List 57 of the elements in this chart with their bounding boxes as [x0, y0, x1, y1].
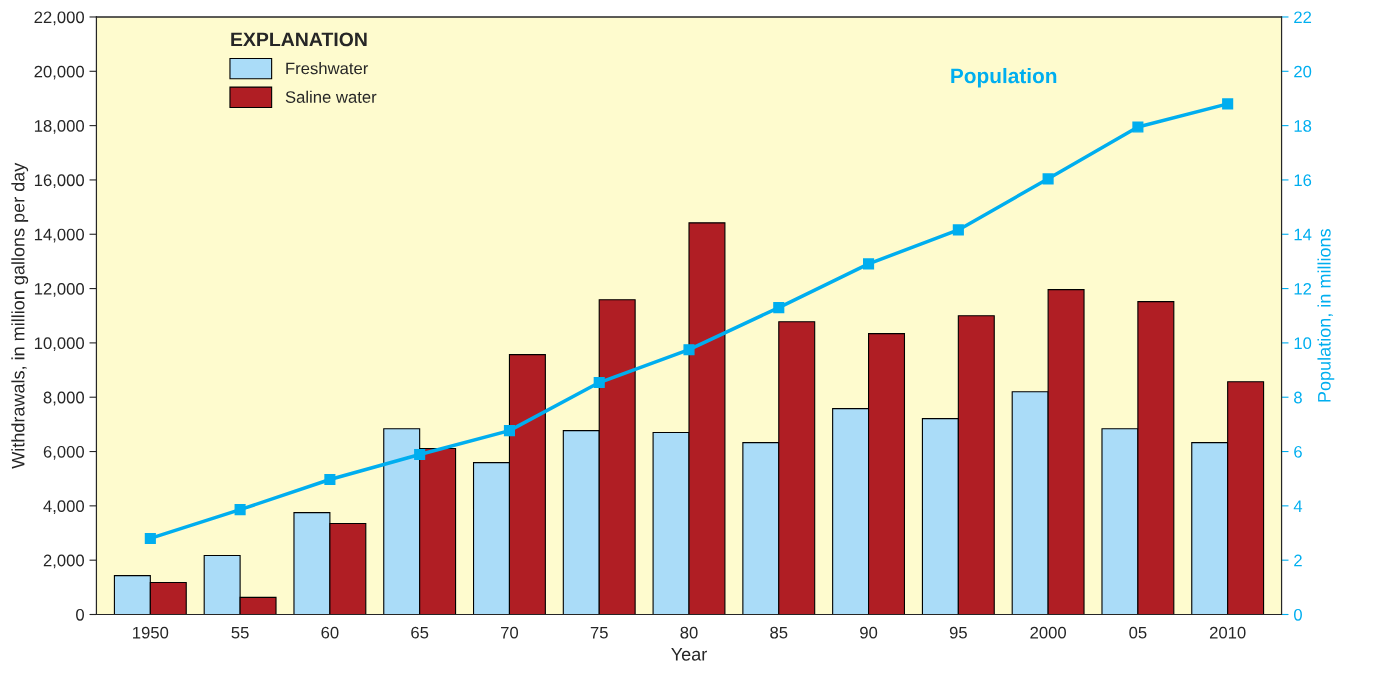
- x-tick-label: 60: [321, 626, 339, 639]
- y-tick-label: 16,000: [34, 174, 85, 189]
- x-tick-label: 55: [231, 626, 249, 639]
- point: [144, 532, 156, 545]
- y-tick-label: 18,000: [34, 120, 85, 134]
- y-tick-label: 2,000: [43, 554, 85, 569]
- x-tick-label: 95: [949, 626, 967, 639]
- y2-tick-label: 22: [1294, 11, 1312, 24]
- text: Population: [951, 67, 1057, 88]
- x-tick-label: 90: [860, 626, 878, 639]
- y-tick-label: 12,000: [34, 282, 85, 297]
- point: [593, 376, 605, 389]
- x-tick-label: 05: [1129, 626, 1147, 639]
- y2-tick-label: 8: [1294, 391, 1302, 404]
- y-axis-title: Withdrawals, in million gallons per day: [11, 162, 29, 469]
- y2-tick-label: 16: [1294, 174, 1312, 187]
- point: [863, 258, 875, 270]
- x-axis-title: Year: [671, 648, 707, 661]
- point: [1132, 121, 1144, 133]
- point: [773, 302, 785, 314]
- y-tick-label: 14,000: [34, 228, 85, 243]
- y-tick-label: 22,000: [34, 11, 85, 26]
- y-tick-label: 10,000: [34, 337, 85, 352]
- x-tick-label: 2000: [1030, 626, 1066, 639]
- y2-tick-label: 10: [1294, 337, 1312, 350]
- legend-label: Freshwater: [286, 62, 369, 75]
- y-tick-label: 8,000: [43, 391, 85, 406]
- point: [414, 448, 426, 461]
- x-tick-label: 75: [590, 626, 608, 639]
- y2-tick-label: 18: [1294, 120, 1312, 132]
- legend-title: EXPLANATION: [231, 32, 367, 47]
- y2-tick-label: 0: [1294, 608, 1302, 621]
- y-tick-label: 20,000: [34, 65, 85, 80]
- x-tick-label: 80: [680, 626, 698, 639]
- y2-tick-label: 2: [1294, 554, 1302, 567]
- point: [503, 425, 515, 437]
- point: [324, 473, 336, 486]
- x-tick-label: 1950: [133, 626, 169, 639]
- y2-tick-label: 20: [1294, 65, 1312, 78]
- point: [952, 224, 964, 236]
- x-tick-label: 70: [501, 626, 519, 639]
- x-tick-label: 65: [411, 626, 429, 639]
- y2-tick-label: 14: [1294, 228, 1312, 241]
- y2-tick-label: 6: [1294, 445, 1302, 458]
- legend-label: Saline water: [285, 90, 377, 103]
- y-tick-label: 4,000: [43, 500, 85, 515]
- y2-tick-label: 12: [1294, 282, 1312, 295]
- x-tick-label: 85: [770, 626, 788, 639]
- y-tick-label: 0: [76, 608, 84, 621]
- y2-axis-title: Population, in millions: [1317, 229, 1335, 402]
- point: [1222, 98, 1234, 110]
- point: [1042, 173, 1054, 185]
- point: [234, 504, 246, 516]
- point: [683, 344, 695, 356]
- y2-tick-label: 4: [1293, 500, 1303, 512]
- y-tick-label: 6,000: [43, 445, 85, 460]
- x-tick-label: 2010: [1209, 626, 1246, 639]
